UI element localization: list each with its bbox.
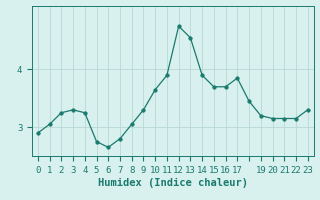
- X-axis label: Humidex (Indice chaleur): Humidex (Indice chaleur): [98, 178, 248, 188]
